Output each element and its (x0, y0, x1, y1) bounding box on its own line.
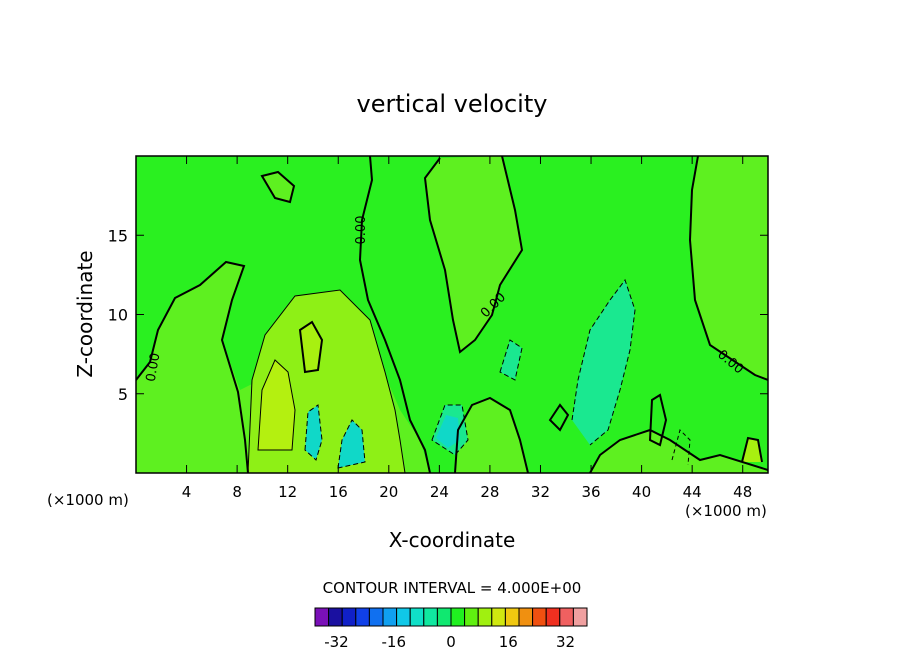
colorbar-swatch (491, 607, 506, 627)
contour-region-teal-2 (500, 340, 522, 380)
x-tick-label: 12 (278, 483, 297, 501)
x-tick-label: 44 (683, 483, 702, 501)
x-tick-label: 48 (733, 483, 752, 501)
x-tick-label: 20 (379, 483, 398, 501)
colorbar-swatch (409, 607, 425, 627)
x-tick-label: 16 (329, 483, 348, 501)
x-unit-label-left: (×1000 m) (47, 491, 129, 509)
chart-title: vertical velocity (357, 90, 548, 118)
colorbar-swatch (328, 607, 343, 627)
contour-fills (136, 156, 768, 473)
colorbar-swatch (477, 607, 493, 627)
y-axis-label: Z-coordinate (73, 250, 97, 377)
contour-line (671, 429, 691, 466)
contour-line (431, 404, 469, 456)
contour-line (337, 419, 366, 469)
y-tick-label: 15 (108, 226, 128, 245)
contour-line (358, 156, 431, 473)
contour-line (648, 393, 668, 447)
contour-line (298, 320, 324, 374)
contour-line (741, 436, 763, 463)
contour-line (247, 289, 406, 473)
colorbar-tick-label: 16 (499, 633, 518, 651)
contour-region-mid-bottom (455, 398, 528, 473)
contour-line (136, 260, 249, 473)
colorbar-tick-label: -16 (381, 633, 406, 651)
colorbar: -32 -16 0 16 32 (314, 607, 588, 651)
colorbar-swatch (532, 607, 547, 627)
colorbar-swatch (341, 607, 357, 627)
contour-line (571, 278, 636, 446)
contour-lines (136, 156, 768, 473)
x-axis: 4 8 12 16 20 24 28 32 36 40 44 48 (182, 156, 752, 501)
x-tick-label: 32 (531, 483, 550, 501)
y-tick-label: 10 (108, 306, 128, 325)
x-tick-label: 40 (632, 483, 651, 501)
plot-area: 0.00 0.00 0.00 0.00 4 8 12 16 20 24 28 32 36 40 44… (108, 155, 769, 501)
colorbar-swatch (464, 607, 479, 627)
contour-region-cyan (436, 415, 460, 448)
contour-label: 0.00 (354, 216, 369, 245)
colorbar-swatch (396, 607, 411, 627)
y-tick-label: 5 (118, 385, 128, 404)
contour-region-top-right (690, 156, 768, 380)
colorbar-swatch (572, 607, 588, 627)
colorbar-tick-label: 32 (556, 633, 575, 651)
x-tick-label: 28 (480, 483, 499, 501)
colorbar-swatch (545, 607, 561, 627)
x-tick-label: 4 (182, 483, 192, 501)
contour-region-right-bottom (590, 430, 768, 473)
contour-region-mid-top (425, 156, 522, 352)
colorbar-swatch (314, 607, 330, 627)
contour-interval-label: CONTOUR INTERVAL = 4.000E+00 (323, 579, 582, 597)
colorbar-swatch (382, 607, 398, 627)
contour-region-teal (572, 280, 635, 445)
contour-line (304, 404, 323, 461)
contour-region-brightgreen-2 (300, 322, 322, 372)
contour-line (589, 428, 768, 473)
contour-line (260, 170, 296, 204)
contour-line (454, 396, 529, 473)
colorbar-swatch (559, 607, 574, 627)
contour-line (257, 359, 296, 451)
x-tick-label: 24 (430, 483, 449, 501)
x-unit-label-right: (×1000 m) (685, 502, 767, 520)
contour-lines-thin (247, 278, 691, 473)
colorbar-swatch (504, 607, 520, 627)
contour-region-cyan-3 (305, 405, 322, 460)
x-axis-label: X-coordinate (389, 528, 516, 552)
colorbar-tick-label: 0 (446, 633, 456, 651)
contour-line (548, 403, 570, 432)
contour-region-brightgreen (258, 360, 295, 450)
colorbar-swatch (436, 607, 452, 627)
contour-region-cyan-2 (338, 420, 365, 468)
contour-line (688, 156, 768, 381)
contour-line (423, 156, 524, 354)
colorbar-swatch (368, 607, 384, 627)
y-axis: 5 10 15 (108, 226, 768, 404)
x-tick-label: 8 (232, 483, 242, 501)
contour-label: 0.00 (144, 352, 164, 383)
colorbar-tick-label: -32 (324, 633, 349, 651)
x-tick-label: 36 (581, 483, 600, 501)
colorbar-swatch (355, 607, 370, 627)
colorbar-swatch (518, 607, 534, 627)
colorbar-swatch (423, 607, 438, 627)
colorbar-swatch (450, 607, 466, 627)
